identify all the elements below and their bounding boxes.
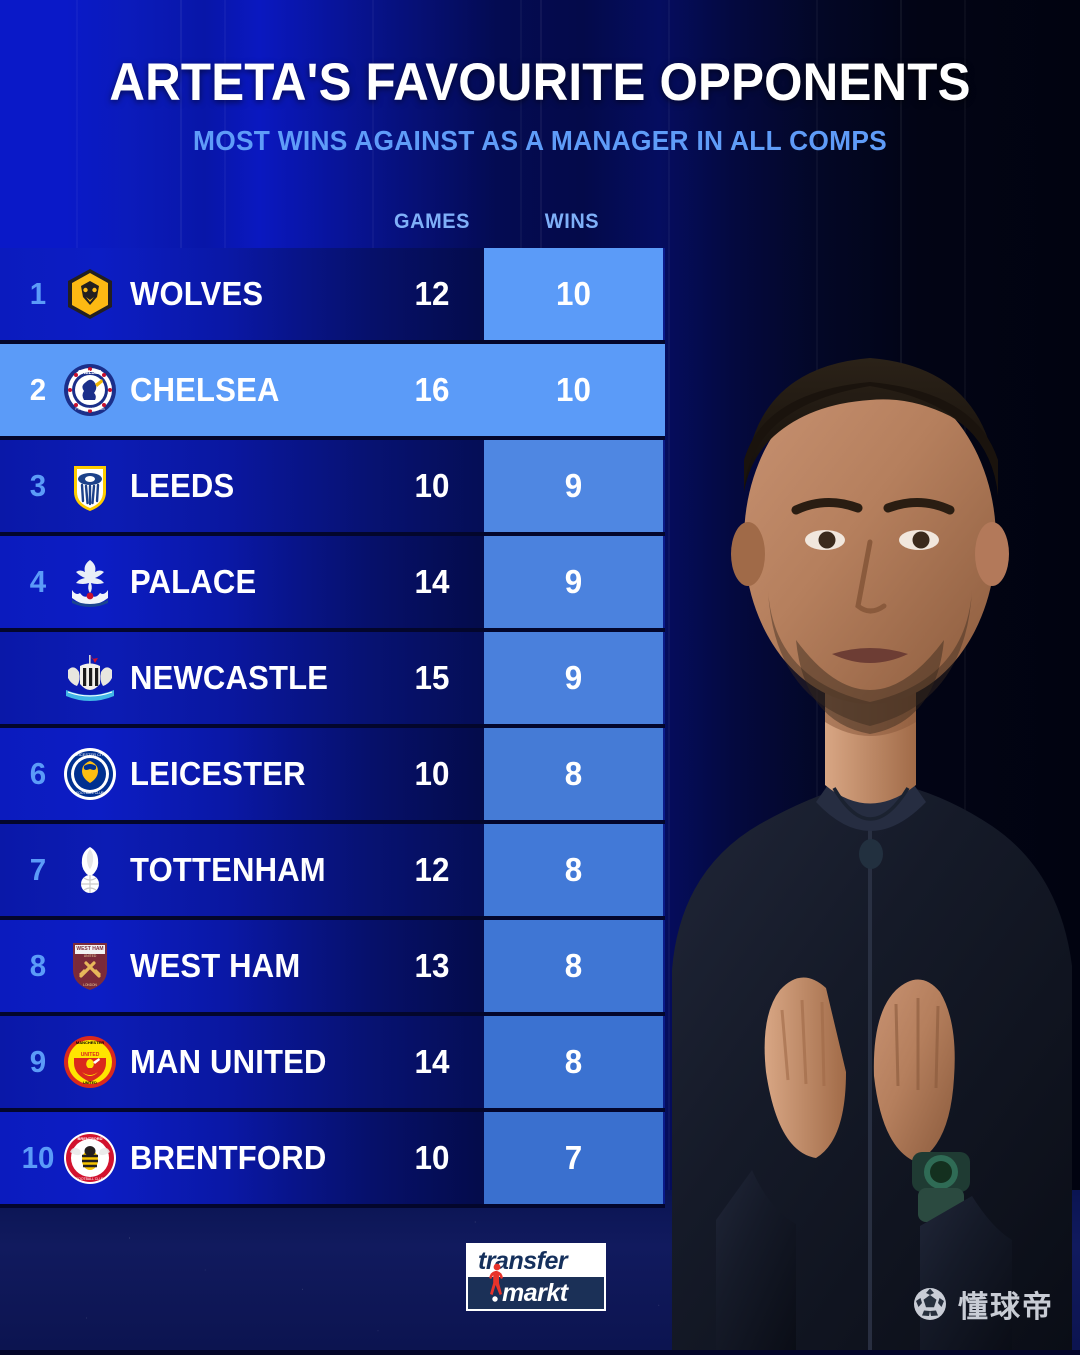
wins-bar — [484, 632, 663, 724]
wins-bar — [484, 1112, 663, 1204]
wins-bar — [484, 536, 663, 628]
row-rank: 2 — [29, 372, 47, 407]
manutd-crest: UNITED MANCHESTER UNITED — [62, 1034, 118, 1090]
table-row[interactable]: 8 WEST HAM UNITED LONDON WEST HAM 13 8 — [0, 920, 665, 1016]
table-row[interactable]: NEWCASTLE 15 9 — [0, 632, 665, 728]
row-games-value: 14 — [414, 1043, 450, 1080]
header: ARTETA'S FAVOURITE OPPONENTS MOST WINS A… — [0, 0, 1080, 157]
logo-text-transfer: transfer — [468, 1245, 604, 1277]
page-title: ARTETA'S FAVOURITE OPPONENTS — [109, 53, 971, 112]
table-row[interactable]: 10 BRENTFORD FOOTBALL CLUB BRENTFORD 10 7 — [0, 1112, 665, 1208]
row-wins-value: 8 — [564, 755, 583, 792]
table-row[interactable]: 1 WOLVES 12 10 — [0, 248, 665, 344]
svg-text:MANCHESTER: MANCHESTER — [76, 1040, 104, 1045]
page-subtitle: MOST WINS AGAINST AS A MANAGER IN ALL CO… — [192, 125, 888, 156]
row-rank — [11, 632, 64, 724]
row-games-value: 10 — [414, 1139, 450, 1176]
row-team-name: MAN UNITED — [130, 1043, 327, 1080]
row-wins-value: 8 — [564, 851, 583, 888]
watermark-text: 懂球帝 — [958, 1291, 1054, 1324]
row-rank: 8 — [29, 948, 47, 983]
row-wins-value: 8 — [564, 1043, 583, 1080]
wins-bar — [484, 728, 663, 820]
row-rank: 1 — [29, 276, 47, 311]
row-wins-value: 9 — [564, 659, 583, 696]
row-games-value: 15 — [414, 659, 450, 696]
row-team-name: LEEDS — [130, 467, 235, 504]
row-wins-value: 10 — [556, 275, 591, 312]
newcastle-crest — [62, 650, 118, 706]
row-rank: 9 — [29, 1044, 47, 1079]
table-row[interactable]: 4 PALACE 14 9 — [0, 536, 665, 632]
wins-bar — [484, 248, 663, 340]
svg-text:UNITED: UNITED — [84, 954, 97, 958]
row-rank: 7 — [29, 852, 47, 887]
svg-text:LONDON: LONDON — [83, 983, 97, 987]
svg-text:FOOTBALL CLUB: FOOTBALL CLUB — [75, 407, 105, 411]
row-games-value: 13 — [414, 947, 450, 984]
westham-crest: WEST HAM UNITED LONDON — [62, 938, 118, 994]
leicester-crest: LEICESTER CITY FOOTBALL CLUB — [62, 746, 118, 802]
row-team-name: WEST HAM — [130, 947, 301, 984]
wins-bar — [484, 920, 663, 1012]
row-wins-value: 10 — [556, 371, 591, 408]
svg-text:UNITED: UNITED — [83, 1081, 97, 1085]
table-header-row: GAMES WINS — [0, 200, 665, 248]
row-games-value: 10 — [414, 755, 450, 792]
svg-text:LEICESTER CITY: LEICESTER CITY — [74, 752, 107, 757]
row-wins-value: 8 — [564, 947, 583, 984]
wolves-crest — [62, 266, 118, 322]
table-row[interactable]: 2 CHELSEA FOOTBALL CLUB CHELSEA 16 10 — [0, 344, 665, 440]
row-wins-value: 9 — [564, 467, 583, 504]
row-games-value: 16 — [414, 371, 450, 408]
svg-text:FOOTBALL CLUB: FOOTBALL CLUB — [76, 1177, 104, 1181]
row-team-name: CHELSEA — [130, 371, 280, 408]
wins-bar — [484, 1016, 663, 1108]
row-rank: 4 — [29, 564, 47, 599]
row-team-name: TOTTENHAM — [130, 851, 326, 888]
player-figure-icon — [489, 1263, 503, 1303]
row-wins-value: 7 — [564, 1139, 583, 1176]
svg-text:UNITED: UNITED — [81, 1052, 100, 1058]
row-rank: 3 — [29, 468, 47, 503]
palace-crest — [62, 554, 118, 610]
transfermarkt-logo: transfer markt — [466, 1243, 606, 1311]
row-team-name: PALACE — [130, 563, 257, 600]
football-icon — [914, 1288, 946, 1320]
svg-text:FOOTBALL CLUB: FOOTBALL CLUB — [76, 791, 104, 795]
table-row[interactable]: 9 UNITED MANCHESTER UNITED MAN UNITED 14 8 — [0, 1016, 665, 1112]
svg-text:CHELSEA: CHELSEA — [78, 370, 102, 376]
row-team-name: NEWCASTLE — [130, 659, 329, 696]
row-games-value: 12 — [414, 275, 450, 312]
table-row[interactable]: 6 LEICESTER CITY FOOTBALL CLUB LEICESTER … — [0, 728, 665, 824]
row-wins-value: 9 — [564, 563, 583, 600]
tottenham-crest — [62, 842, 118, 898]
table-row[interactable]: 3 LEEDS 10 9 — [0, 440, 665, 536]
wins-bar — [484, 440, 663, 532]
brentford-crest: BRENTFORD FOOTBALL CLUB — [62, 1130, 118, 1186]
svg-text:WEST HAM: WEST HAM — [76, 946, 103, 952]
row-rank: 6 — [29, 756, 47, 791]
wins-bar — [484, 824, 663, 916]
leeds-crest — [62, 458, 118, 514]
wins-bar — [484, 344, 663, 436]
svg-text:BRENTFORD: BRENTFORD — [77, 1136, 102, 1141]
table-row[interactable]: 7 TOTTENHAM 12 8 — [0, 824, 665, 920]
chelsea-crest: CHELSEA FOOTBALL CLUB — [62, 362, 118, 418]
column-header-games: GAMES — [394, 210, 471, 233]
column-header-wins: WINS — [544, 210, 600, 233]
row-rank: 10 — [21, 1140, 55, 1175]
row-team-name: LEICESTER — [130, 755, 306, 792]
row-team-name: WOLVES — [130, 275, 264, 312]
watermark: 懂球帝 — [913, 1282, 1054, 1326]
row-games-value: 10 — [414, 467, 450, 504]
ranking-table: GAMES WINS 1 WOLVES 12 10 2 CHELSEA FOOTB… — [0, 200, 665, 1208]
row-games-value: 12 — [414, 851, 450, 888]
row-team-name: BRENTFORD — [130, 1139, 327, 1176]
row-games-value: 14 — [414, 563, 450, 600]
